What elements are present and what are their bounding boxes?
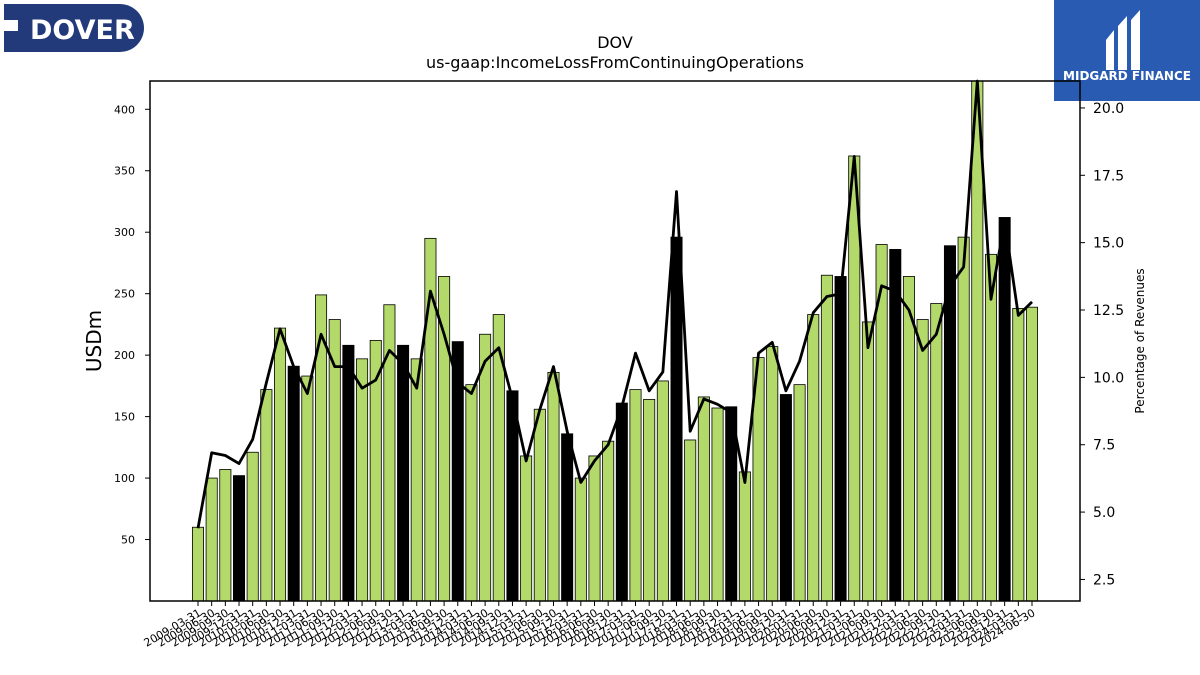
bar-2014-06-30: [479, 333, 492, 602]
bar-2015-03-31: [520, 455, 533, 602]
bar-2016-09-30: [602, 440, 615, 602]
bar-2010-03-31: [246, 451, 259, 602]
y-tick-label: 250: [114, 288, 135, 301]
bar-2011-03-31: [301, 375, 314, 602]
y2-tick-label: 2.5: [1093, 572, 1115, 588]
bar-2016-06-30: [588, 455, 601, 602]
bar-2016-12-31: [615, 402, 628, 602]
bar-2009-09-30: [219, 469, 232, 602]
x-axis: 2009-03-312009-06-302009-09-302009-12-31…: [142, 601, 1038, 650]
y-tick-label: 100: [114, 472, 135, 485]
y-tick-label: 200: [114, 349, 135, 362]
bar-2010-12-31: [287, 365, 300, 602]
bar-2021-12-31: [889, 249, 902, 602]
bar-2014-03-31: [465, 384, 478, 602]
bar-2019-12-31: [779, 394, 792, 602]
bar-2020-12-31: [834, 276, 847, 602]
dover-logo: DOVER: [4, 4, 144, 52]
bar-2011-09-30: [328, 319, 341, 602]
bar-2015-09-30: [547, 371, 560, 602]
bar-2013-03-31: [410, 358, 423, 602]
bar-2019-03-31: [738, 471, 751, 602]
bar-2018-03-31: [684, 439, 697, 602]
bar-2015-06-30: [533, 408, 546, 602]
y2-axis-label: Percentage of Revenues: [1133, 268, 1147, 413]
y2-tick-label: 7.5: [1093, 438, 1115, 454]
bar-2015-12-31: [561, 433, 574, 602]
bar-2011-12-31: [342, 344, 355, 602]
bar-2017-12-31: [670, 236, 683, 602]
y-axis-left: 50 100 150 200 250 300 350 400: [114, 103, 150, 547]
bar-2017-03-31: [629, 389, 642, 602]
bar-2010-09-30: [274, 327, 287, 602]
y2-tick-label: 10.0: [1093, 370, 1124, 386]
bar-2022-09-30: [930, 303, 943, 602]
bar-2016-03-31: [574, 477, 587, 602]
bar-2021-06-30: [861, 321, 874, 602]
dover-logo-text: DOVER: [30, 15, 135, 46]
bar-2024-03-31: [1012, 308, 1025, 602]
y-tick-label: 350: [114, 165, 135, 178]
midgard-finance-logo: MIDGARD FINANCE: [1054, 0, 1200, 101]
y2-tick-label: 17.5: [1093, 168, 1124, 184]
bar-2009-06-30: [205, 477, 218, 602]
y-axis-right: 2.5 5.0 7.5 10.0 12.5 15.0 17.5 20.0: [1080, 101, 1124, 588]
bar-2009-12-31: [233, 475, 246, 602]
y2-tick-label: 12.5: [1093, 303, 1124, 319]
chart-subtitle: us-gaap:IncomeLossFromContinuingOperatio…: [426, 53, 804, 72]
bar-2017-06-30: [643, 398, 656, 602]
y2-tick-label: 5.0: [1093, 505, 1115, 521]
bar-2012-03-31: [356, 358, 369, 602]
bar-2018-09-30: [711, 407, 724, 602]
bar-2023-09-30: [984, 253, 997, 602]
bar-2023-03-31: [957, 236, 970, 602]
bar-2023-12-31: [998, 217, 1011, 602]
bar-2010-06-30: [260, 389, 273, 602]
bar-2020-09-30: [820, 274, 833, 602]
midgard-logo-text: MIDGARD FINANCE: [1063, 69, 1191, 83]
bar-2018-06-30: [697, 396, 710, 602]
plot-frame: [149, 80, 1081, 602]
bar-2017-09-30: [656, 380, 669, 602]
y2-tick-label: 15.0: [1093, 236, 1124, 252]
bar-2020-06-30: [807, 314, 820, 602]
y-tick-label: 400: [114, 103, 135, 116]
y-axis-label: USDm: [82, 310, 106, 372]
bar-2024-06-30: [1025, 306, 1039, 602]
y-tick-label: 150: [114, 411, 135, 424]
percentage-line: [196, 79, 1033, 529]
chart-title: DOV: [597, 33, 633, 52]
bar-2019-09-30: [766, 346, 779, 602]
y2-tick-label: 20.0: [1093, 101, 1124, 117]
y-tick-label: 50: [121, 534, 135, 547]
bar-2020-03-31: [793, 384, 806, 602]
bar-2009-03-31: [191, 526, 204, 602]
bar-2012-12-31: [397, 344, 410, 602]
bar-2022-06-30: [916, 319, 929, 602]
y-tick-label: 300: [114, 226, 135, 239]
